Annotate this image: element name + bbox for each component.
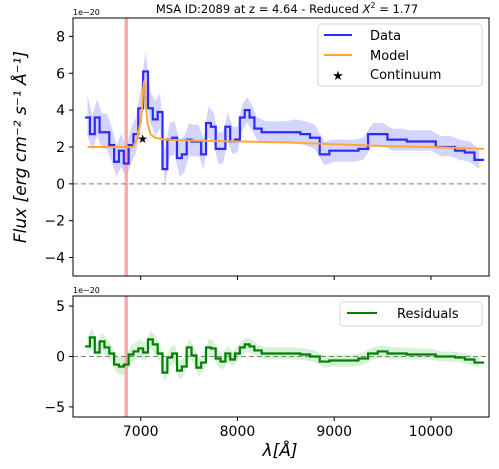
model-line (87, 80, 485, 150)
top-panel: ★ −4 −2 0 2 4 6 8 1e−20 MSA ID:2089 at z = 4.6… (9, 0, 490, 280)
top-legend-box (317, 23, 483, 87)
x-tick-label: 8000 (220, 424, 256, 440)
bottom-offset-label: 1e−20 (73, 286, 100, 295)
y-tick-label: 4 (56, 103, 65, 119)
top-series-group: ★ (85, 70, 485, 171)
bottom-ticks: −5 0 5 7000 8000 9000 10000 (44, 299, 453, 440)
residuals-error-band-area (87, 328, 480, 382)
residuals-error-band (87, 328, 480, 382)
x-axis-label: λ[Å] (262, 439, 298, 461)
bottom-series-group (85, 336, 485, 374)
y-tick-label: 5 (56, 299, 65, 315)
residuals-step-line (85, 336, 485, 374)
y-tick-label: −5 (44, 400, 65, 416)
data-step-line (85, 70, 485, 171)
legend-continuum-label: Continuum (370, 68, 441, 83)
y-tick-label: −4 (44, 251, 65, 267)
top-ticks: −4 −2 0 2 4 6 8 (44, 29, 432, 280)
x-tick-label: 7000 (123, 424, 159, 440)
y-tick-label: 0 (56, 350, 65, 366)
y-axis-label: Flux [erg cm⁻² s⁻¹ Å⁻¹] (9, 51, 31, 243)
y-tick-label: −2 (44, 214, 65, 230)
continuum-point: ★ (137, 132, 148, 146)
chart-title: MSA ID:2089 at z = 4.64 - Reduced X2 = 1… (156, 0, 418, 16)
y-tick-label: 6 (56, 66, 65, 82)
x-tick-label: 10000 (409, 424, 454, 440)
top-offset-label: 1e−20 (73, 8, 100, 17)
y-tick-label: 0 (56, 177, 65, 193)
bottom-legend: Residuals (339, 301, 483, 327)
bottom-legend-box (339, 301, 483, 327)
x-tick-label: 9000 (316, 424, 352, 440)
bottom-panel: −5 0 5 7000 8000 9000 10000 1e−20 λ[Å] Residua… (44, 286, 490, 461)
legend-continuum-marker: ★ (332, 69, 344, 84)
legend-residuals-label: Residuals (397, 307, 459, 322)
y-tick-label: 8 (56, 29, 65, 45)
y-tick-label: 2 (56, 140, 65, 156)
legend-data-label: Data (370, 29, 401, 44)
top-legend: Data Model ★ Continuum (317, 23, 483, 87)
legend-model-label: Model (370, 49, 409, 64)
